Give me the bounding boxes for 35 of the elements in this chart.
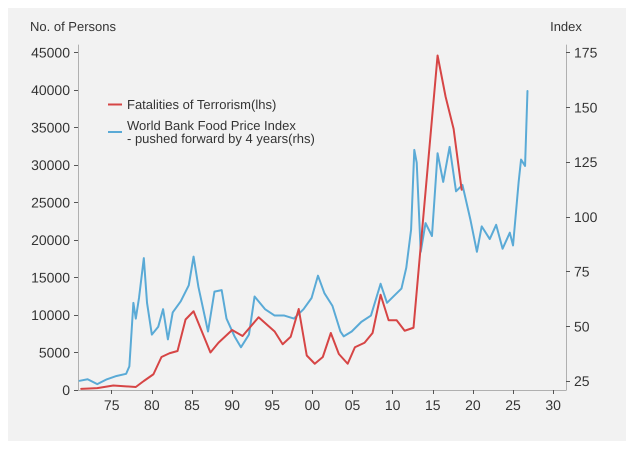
- x-tick-label: 25: [505, 397, 522, 413]
- y-tick-label: 25000: [31, 194, 70, 210]
- y2-tick-label: 100: [574, 208, 598, 225]
- x-tick-label: 30: [545, 397, 562, 413]
- y2-tick-label: 50: [574, 318, 590, 334]
- y2-tick-label: 125: [574, 154, 598, 170]
- y-axis-title: No. of Persons: [30, 19, 116, 34]
- y-tick-label: 0: [62, 382, 70, 398]
- x-tick-label: 90: [224, 397, 240, 413]
- line-series: [78, 90, 528, 386]
- y-tick-label: 45000: [31, 44, 70, 60]
- x-tick-label: 95: [264, 397, 280, 413]
- x-tick-label: 05: [344, 397, 360, 413]
- x-tick-label: 85: [184, 397, 200, 413]
- y-tick-label: 40000: [31, 82, 70, 98]
- y-tick-label: 30000: [31, 157, 70, 173]
- y-tick-label: 10000: [31, 307, 70, 323]
- legend-label: Fatalities of Terrorism(lhs): [127, 97, 276, 112]
- y2-axis-title: Index: [550, 19, 582, 34]
- y-tick-label: 35000: [31, 120, 70, 136]
- y-tick-label: 20000: [31, 232, 70, 248]
- x-tick-label: 00: [304, 397, 320, 413]
- legend-label: World Bank Food Price Index - pushed forward by 4 years(rhs): [127, 118, 315, 146]
- x-tick-label: 10: [384, 397, 401, 413]
- y2-tick-label: 75: [574, 264, 590, 280]
- x-tick-label: 15: [424, 397, 441, 413]
- y-tick-label: 15000: [31, 270, 70, 286]
- y2-tick-label: 150: [574, 99, 598, 116]
- y2-tick-label: 175: [574, 44, 598, 61]
- x-tick-label: 20: [465, 397, 481, 413]
- y2-tick-label: 25: [574, 373, 590, 390]
- y-tick-label: 5000: [38, 344, 70, 360]
- x-tick-label: 75: [104, 397, 120, 413]
- x-tick-label: 80: [144, 397, 160, 413]
- line-series: [80, 54, 463, 390]
